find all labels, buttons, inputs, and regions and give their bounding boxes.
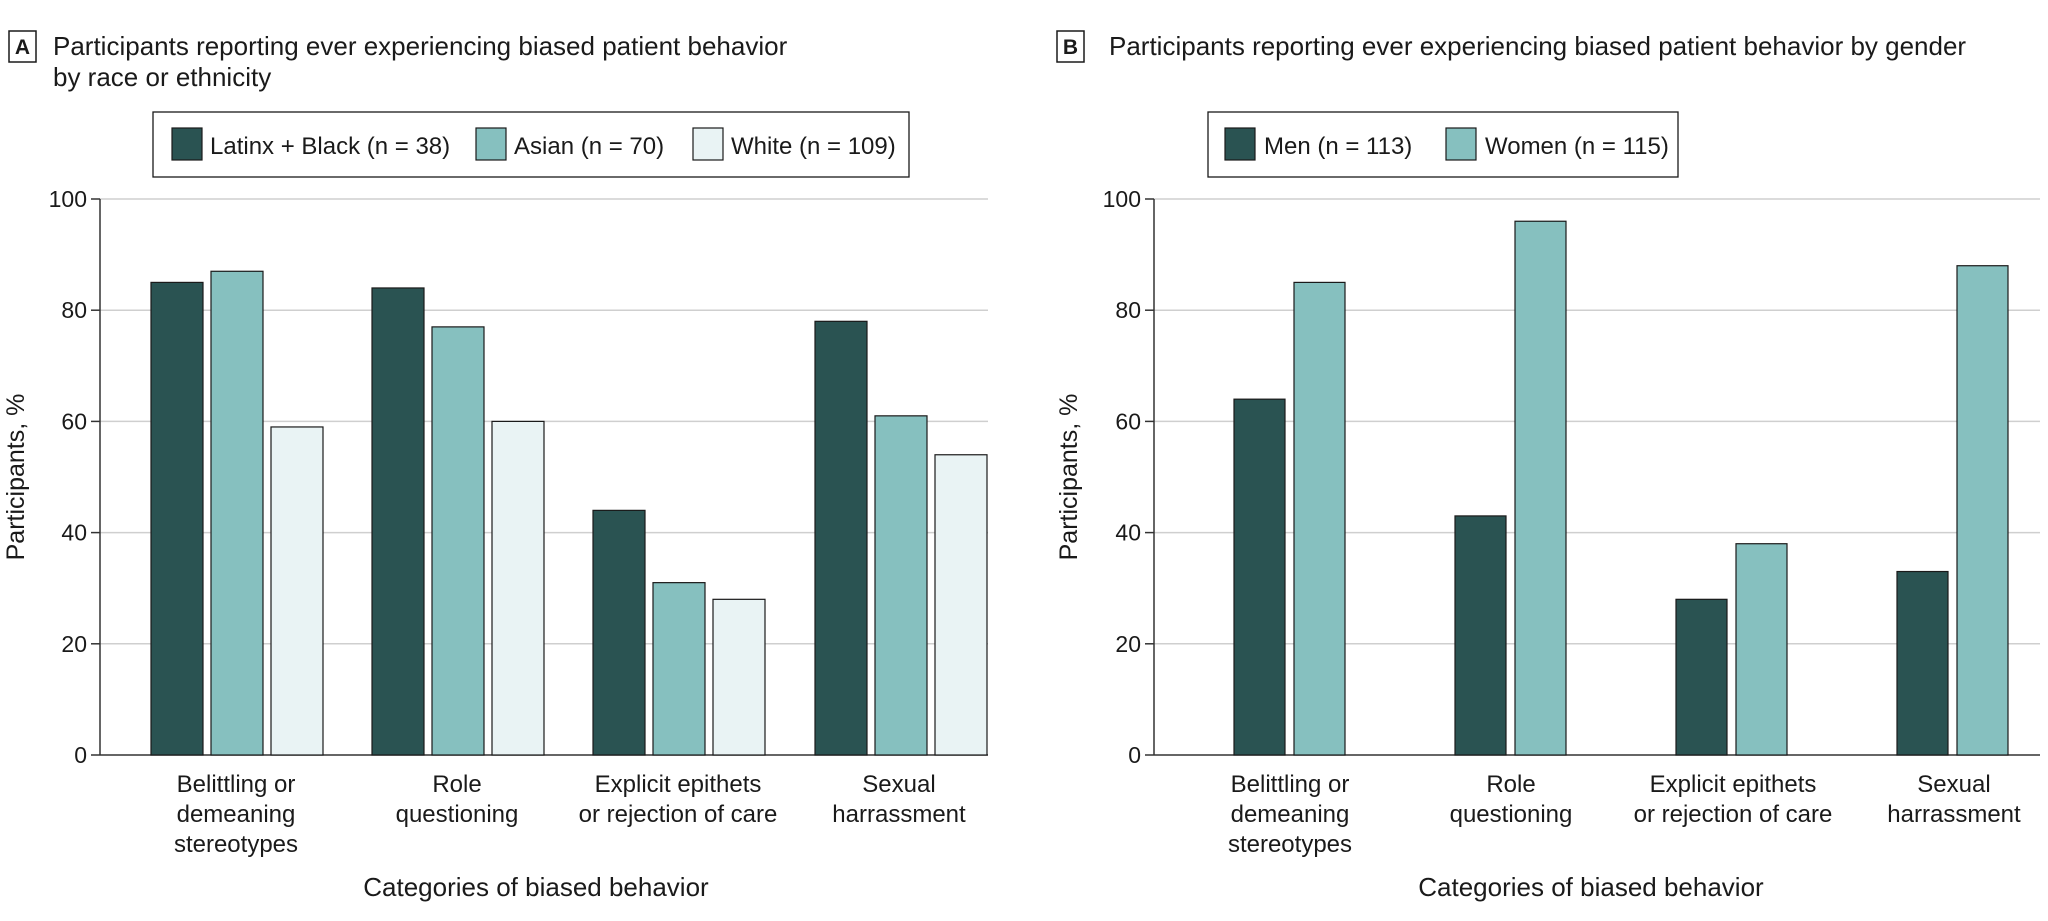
legend-label: Women (n = 115)	[1485, 133, 1669, 160]
legend-label: Asian (n = 70)	[514, 133, 664, 160]
legend-swatch	[475, 127, 507, 161]
x-category-label: stereotypes	[1228, 831, 1352, 858]
bar	[1514, 220, 1567, 756]
bar	[1233, 398, 1286, 756]
y-tick-label: 80	[1115, 297, 1141, 323]
legend-box	[152, 111, 910, 178]
chart-title-line: by race or ethnicity	[53, 62, 271, 92]
x-category-label: demeaning	[1231, 801, 1350, 828]
y-tick-label: 60	[1115, 408, 1141, 434]
panel-b: B Participants reporting ever experiencin…	[1055, 30, 2040, 902]
bar	[1896, 570, 1949, 756]
x-category-label: demeaning	[177, 801, 296, 828]
panel-letter: B	[1063, 36, 1078, 59]
x-axis-title: Categories of biased behavior	[363, 872, 709, 902]
x-category-label: Belittling or	[1231, 771, 1350, 798]
y-tick-label: 0	[1128, 742, 1141, 768]
panel-letter-box	[1056, 30, 1085, 63]
bar	[1735, 543, 1788, 756]
x-category-label: Explicit epithets	[595, 771, 762, 798]
legend-swatch	[1445, 127, 1477, 161]
legend-label: White (n = 109)	[731, 133, 896, 160]
x-category-label: questioning	[1450, 801, 1573, 828]
x-category-label: Sexual	[1917, 771, 1990, 798]
y-tick-label: 60	[61, 408, 87, 434]
bar	[270, 426, 324, 756]
bar	[150, 281, 204, 756]
y-tick-label: 20	[1115, 631, 1141, 657]
bar	[712, 598, 766, 756]
y-tick-label: 20	[61, 631, 87, 657]
x-category-label: Role	[432, 771, 481, 798]
x-category-label: Belittling or	[177, 771, 296, 798]
y-axis-title: Participants, %	[2, 394, 30, 561]
x-category-label: questioning	[396, 801, 519, 828]
legend-label: Men (n = 113)	[1264, 133, 1412, 160]
panel-letter: A	[15, 36, 30, 59]
legend-swatch	[171, 127, 203, 161]
bar	[814, 320, 868, 756]
bar	[210, 270, 264, 756]
y-tick-label: 40	[1115, 520, 1141, 546]
y-tick-label: 40	[61, 520, 87, 546]
bar	[1454, 515, 1507, 756]
bar	[1956, 265, 2009, 756]
legend-swatch	[692, 127, 724, 161]
bar	[1293, 281, 1346, 756]
y-tick-label: 100	[49, 186, 87, 212]
x-category-label: stereotypes	[174, 831, 298, 858]
x-category-label: Role	[1486, 771, 1535, 798]
bar	[592, 509, 646, 756]
y-axis-title: Participants, %	[1055, 394, 1083, 561]
y-tick-label: 0	[74, 742, 87, 768]
panel-a: A Participants reporting ever experiencin…	[2, 30, 988, 902]
bar	[1675, 598, 1728, 756]
bar	[874, 415, 928, 756]
legend-box	[1207, 111, 1679, 178]
chart-title-line: Participants reporting ever experiencing…	[1109, 31, 1966, 61]
x-category-label: or rejection of care	[1634, 801, 1833, 828]
x-category-label: harrassment	[1887, 801, 2021, 828]
bar	[934, 454, 988, 756]
bar	[431, 326, 485, 756]
x-category-label: or rejection of care	[579, 801, 778, 828]
legend-label: Latinx + Black (n = 38)	[210, 133, 450, 160]
bar	[371, 287, 425, 756]
x-axis-title: Categories of biased behavior	[1418, 872, 1764, 902]
chart-title-line: Participants reporting ever experiencing…	[53, 31, 788, 61]
y-tick-label: 80	[61, 297, 87, 323]
bar	[652, 582, 706, 756]
legend-swatch	[1224, 127, 1256, 161]
panel-letter-box	[8, 30, 37, 63]
bar	[491, 420, 545, 756]
x-category-label: harrassment	[832, 801, 966, 828]
x-category-label: Explicit epithets	[1650, 771, 1817, 798]
x-category-label: Sexual	[862, 771, 935, 798]
y-tick-label: 100	[1103, 186, 1141, 212]
